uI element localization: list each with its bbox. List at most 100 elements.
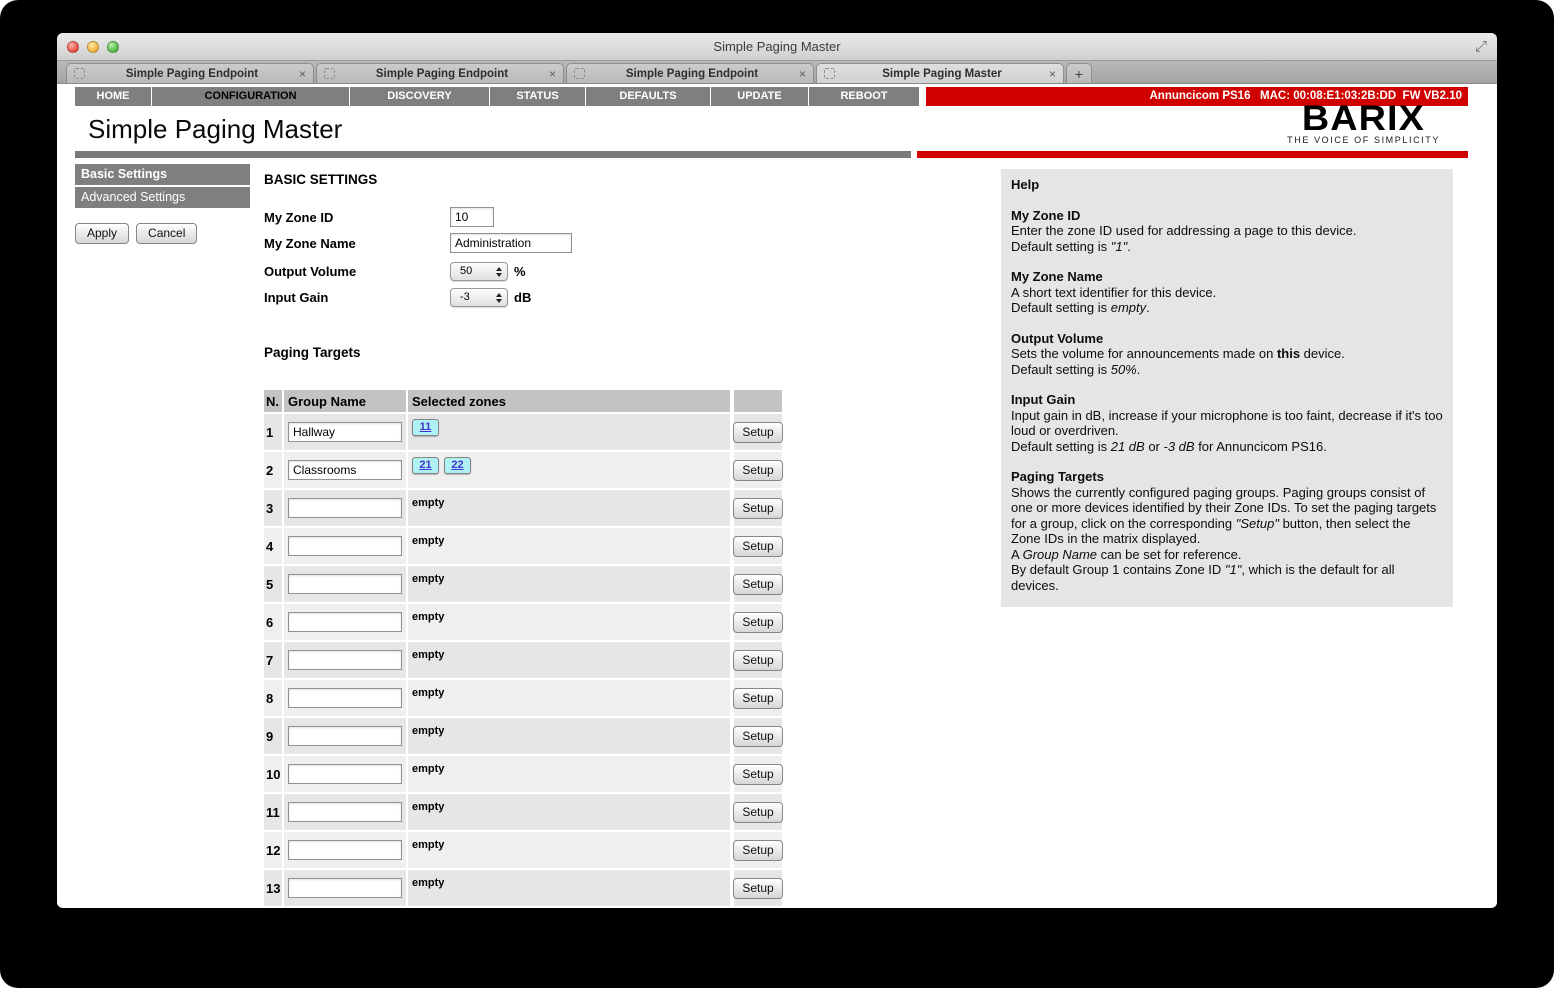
column-header-group-name: Group Name: [284, 390, 406, 412]
my-zone-id-input[interactable]: [450, 207, 494, 227]
window-titlebar[interactable]: Simple Paging Master ⤢: [57, 33, 1497, 61]
gray-divider: [75, 151, 911, 158]
group-name-input[interactable]: [288, 878, 402, 898]
row-number: 11: [264, 794, 282, 830]
group-name-input[interactable]: [288, 422, 402, 442]
tab-label: Simple Paging Endpoint: [125, 67, 259, 80]
setup-button[interactable]: Setup: [733, 573, 783, 595]
nav-item-defaults[interactable]: DEFAULTS: [586, 87, 710, 106]
group-name-input[interactable]: [288, 612, 402, 632]
minimize-button[interactable]: [87, 41, 99, 53]
group-name-cell: [284, 756, 406, 792]
tab-close-icon[interactable]: ×: [1048, 66, 1056, 81]
zone-chip[interactable]: 11: [412, 419, 439, 436]
group-name-input[interactable]: [288, 688, 402, 708]
help-title: Help: [1011, 177, 1040, 192]
setup-cell: Setup: [733, 604, 783, 640]
selected-zones-cell: 11: [408, 414, 730, 450]
logo-tagline: THE VOICE OF SIMPLICITY: [1287, 135, 1440, 145]
setup-button[interactable]: Setup: [733, 611, 783, 633]
group-name-input[interactable]: [288, 840, 402, 860]
tab-label: Simple Paging Endpoint: [625, 67, 759, 80]
setup-button[interactable]: Setup: [733, 839, 783, 861]
group-name-input[interactable]: [288, 460, 402, 480]
group-name-input[interactable]: [288, 536, 402, 556]
my-zone-name-input[interactable]: [450, 233, 572, 253]
group-name-cell: [284, 832, 406, 868]
input-gain-select[interactable]: -3: [450, 287, 508, 307]
help-section: Paging Targets Shows the currently config…: [1011, 469, 1443, 593]
group-name-input[interactable]: [288, 764, 402, 784]
empty-label: empty: [412, 573, 445, 585]
group-name-input[interactable]: [288, 802, 402, 822]
tab-label: Simple Paging Endpoint: [375, 67, 509, 80]
group-name-input[interactable]: [288, 498, 402, 518]
setup-button[interactable]: Setup: [733, 725, 783, 747]
cancel-button[interactable]: Cancel: [136, 223, 198, 244]
column-header-selected-zones: Selected zones: [408, 390, 730, 412]
setup-button[interactable]: Setup: [733, 535, 783, 557]
nav-item-configuration[interactable]: CONFIGURATION: [152, 87, 349, 106]
browser-tab[interactable]: Simple Paging Endpoint ×: [566, 63, 814, 83]
zone-chip[interactable]: 21: [412, 457, 439, 474]
setup-button[interactable]: Setup: [733, 763, 783, 785]
zoom-button[interactable]: [107, 41, 119, 53]
setup-cell: Setup: [733, 718, 783, 754]
close-button[interactable]: [67, 41, 79, 53]
empty-label: empty: [412, 497, 445, 509]
fullscreen-icon[interactable]: ⤢: [1474, 38, 1487, 55]
nav-item-update[interactable]: UPDATE: [711, 87, 808, 106]
table-body: 111Setup22122Setup3emptySetup4emptySetup…: [264, 414, 784, 906]
setup-cell: Setup: [733, 414, 783, 450]
setup-button[interactable]: Setup: [733, 687, 783, 709]
group-name-input[interactable]: [288, 650, 402, 670]
nav-item-discovery[interactable]: DISCOVERY: [350, 87, 489, 106]
tab-close-icon[interactable]: ×: [298, 66, 306, 81]
tab-close-icon[interactable]: ×: [548, 66, 556, 81]
setup-cell: Setup: [733, 794, 783, 830]
help-section: My Zone Name A short text identifier for …: [1011, 269, 1443, 316]
tab-close-icon[interactable]: ×: [798, 66, 806, 81]
row-number: 10: [264, 756, 282, 792]
empty-label: empty: [412, 687, 445, 699]
setup-button[interactable]: Setup: [733, 877, 783, 899]
tab-favicon-icon: [824, 68, 835, 79]
help-text-line: A short text identifier for this device.: [1011, 284, 1217, 300]
group-name-input[interactable]: [288, 726, 402, 746]
nav-item-status[interactable]: STATUS: [490, 87, 585, 106]
empty-label: empty: [412, 535, 445, 547]
table-row: 6 empty Setup: [264, 604, 784, 640]
group-name-input[interactable]: [288, 574, 402, 594]
zone-chip[interactable]: 22: [444, 457, 471, 474]
setup-button[interactable]: Setup: [733, 497, 783, 519]
row-number: 4: [264, 528, 282, 564]
column-header-n: N.: [264, 390, 282, 412]
sidebar-item-advanced-settings[interactable]: Advanced Settings: [75, 187, 250, 208]
tab-strip: Simple Paging Endpoint × Simple Paging End…: [57, 61, 1497, 84]
setup-cell: Setup: [733, 452, 783, 488]
paging-targets-title: Paging Targets: [264, 345, 361, 360]
help-text-line: Default setting is empty.: [1011, 300, 1150, 315]
setup-button[interactable]: Setup: [733, 421, 783, 443]
setup-button[interactable]: Setup: [733, 649, 783, 671]
output-volume-select[interactable]: 50: [450, 261, 508, 281]
table-row: 3 empty Setup: [264, 490, 784, 526]
nav-item-reboot[interactable]: REBOOT: [809, 87, 919, 106]
nav-item-home[interactable]: HOME: [75, 87, 151, 106]
unit-label: %: [514, 263, 526, 279]
group-name-cell: [284, 452, 406, 488]
setup-button[interactable]: Setup: [733, 801, 783, 823]
table-row: 9 empty Setup: [264, 718, 784, 754]
browser-tab[interactable]: Simple Paging Master ×: [816, 63, 1064, 83]
browser-tab[interactable]: Simple Paging Endpoint ×: [66, 63, 314, 83]
browser-tab[interactable]: Simple Paging Endpoint ×: [316, 63, 564, 83]
help-text-line: Enter the zone ID used for addressing a …: [1011, 223, 1357, 238]
help-text-line: Default setting is "1".: [1011, 238, 1131, 254]
selected-zones-cell: empty: [408, 642, 730, 678]
new-tab-button[interactable]: +: [1066, 63, 1092, 83]
setup-button[interactable]: Setup: [733, 459, 783, 481]
apply-button[interactable]: Apply: [75, 223, 130, 244]
selected-zones-cell: empty: [408, 870, 730, 906]
logo-brand: BARIX: [1302, 99, 1426, 138]
sidebar-item-basic-settings[interactable]: Basic Settings: [75, 164, 250, 185]
